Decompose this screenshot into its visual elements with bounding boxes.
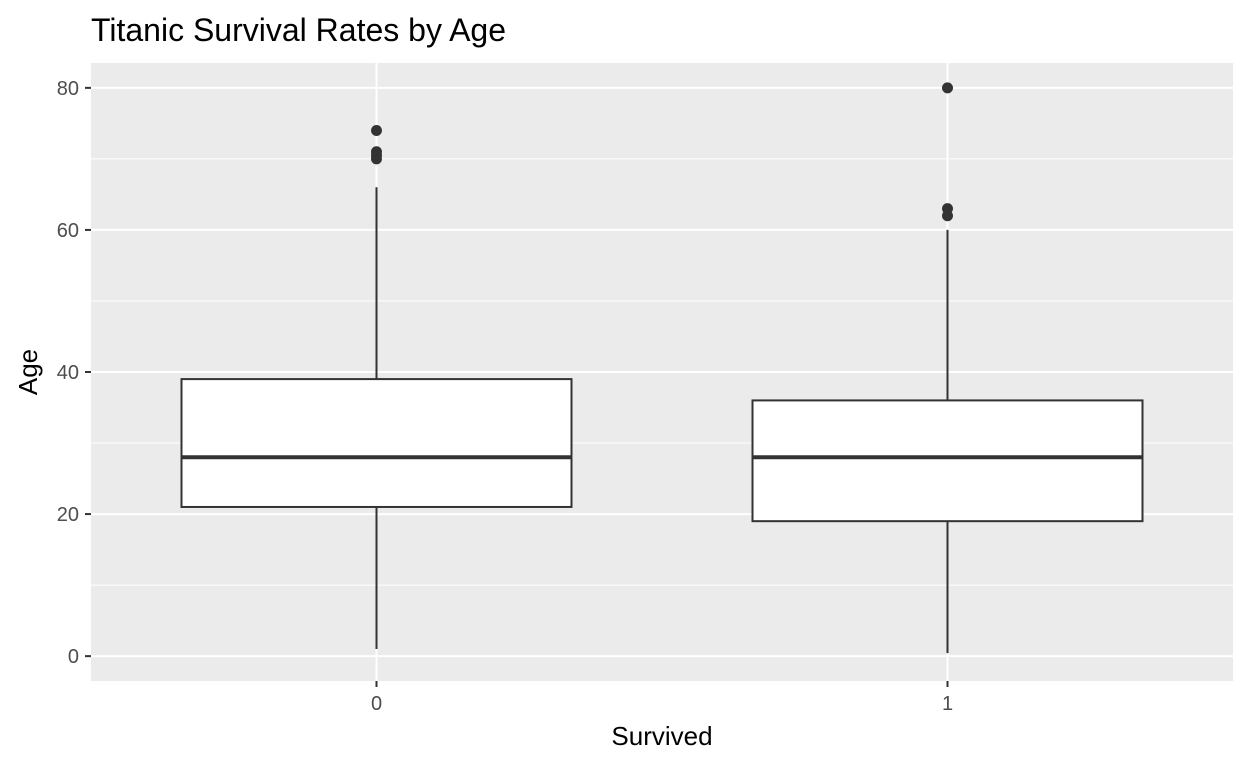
outlier-point [371,124,382,136]
y-tick-label: 80 [57,78,79,100]
box-category-0 [180,124,573,650]
outlier-point [371,146,382,158]
y-tick-label: 20 [57,504,79,526]
iqr-box [751,399,1144,523]
y-tick-label: 60 [57,220,79,242]
y-tick-label: 40 [57,362,79,384]
x-tick-label: 1 [942,693,953,715]
y-tick-label: 0 [68,646,79,668]
x-tick-label: 0 [371,693,382,715]
outlier-point [942,203,953,215]
chart-title: Titanic Survival Rates by Age [91,12,506,48]
iqr-box [180,378,573,508]
axes: 0 20 40 60 80 0 1 [57,78,953,715]
box-category-1 [751,82,1144,654]
box-series [180,82,1144,654]
outlier-point [942,82,953,94]
x-axis-title: Survived [611,721,712,751]
y-axis-title: Age [13,349,43,395]
